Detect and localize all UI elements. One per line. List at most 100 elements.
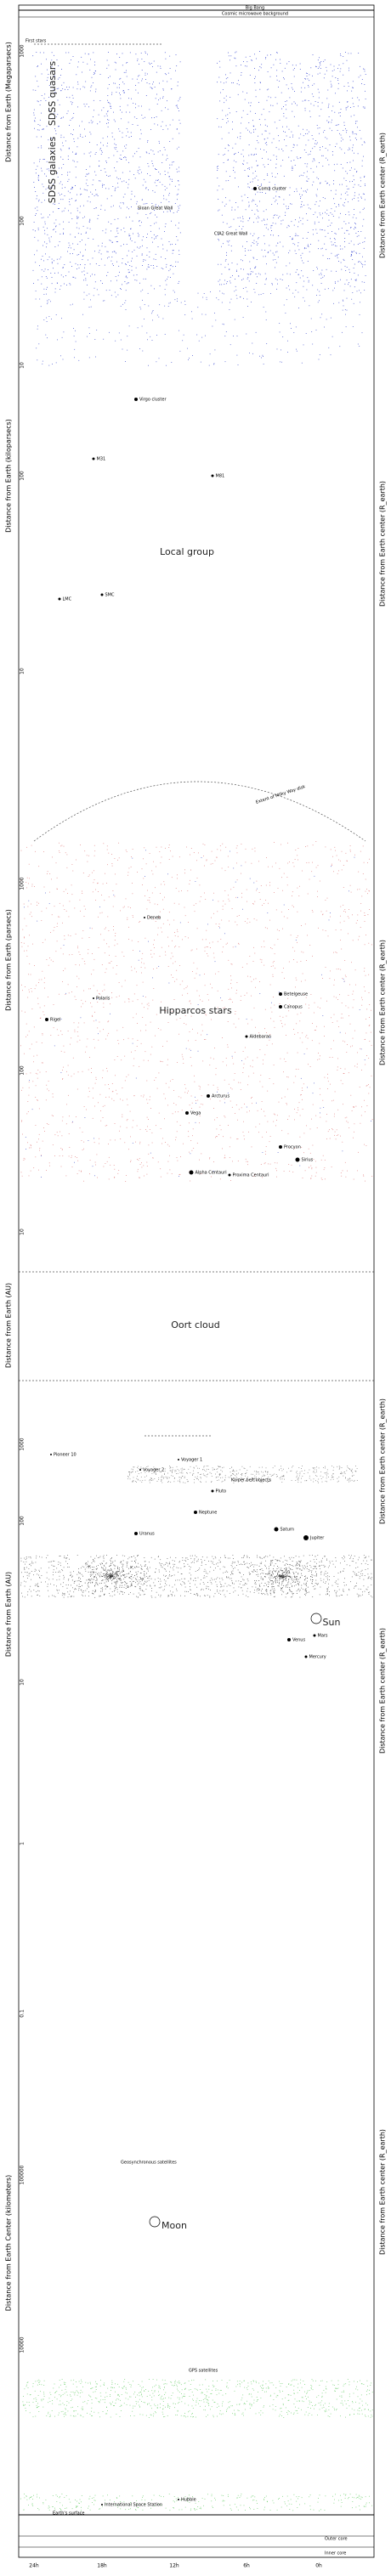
dot xyxy=(202,843,204,845)
dot xyxy=(300,157,302,158)
dot xyxy=(256,1480,258,1482)
dot xyxy=(115,1075,116,1076)
dot xyxy=(174,935,176,936)
dot xyxy=(136,78,138,80)
dot xyxy=(133,1480,134,1481)
dot xyxy=(230,298,232,300)
dot xyxy=(157,124,158,126)
dot xyxy=(170,1470,172,1472)
dot xyxy=(60,1019,62,1020)
dot xyxy=(122,202,124,203)
dot xyxy=(354,192,355,194)
dot xyxy=(97,998,99,999)
dot xyxy=(298,1102,300,1104)
dot xyxy=(314,1468,315,1470)
dot xyxy=(48,316,50,317)
dot xyxy=(218,1466,220,1467)
dot xyxy=(192,1128,194,1130)
dot xyxy=(89,218,91,220)
dot xyxy=(49,110,50,111)
dot xyxy=(337,1134,339,1136)
dot xyxy=(79,964,80,966)
dot xyxy=(244,1468,246,1469)
dot xyxy=(318,359,320,360)
dot xyxy=(156,1481,158,1482)
dot xyxy=(169,178,171,180)
dot xyxy=(330,916,331,918)
dot xyxy=(143,878,144,879)
dot xyxy=(31,916,32,918)
dot xyxy=(118,857,120,859)
dot xyxy=(35,76,37,77)
dot xyxy=(176,168,178,170)
dot xyxy=(107,110,108,112)
dot xyxy=(352,292,354,293)
dot xyxy=(87,273,88,274)
dot xyxy=(354,226,355,228)
dot xyxy=(31,1043,32,1045)
dot xyxy=(281,108,282,110)
dot xyxy=(104,900,105,901)
dot xyxy=(108,52,109,53)
dot xyxy=(322,155,324,156)
dot xyxy=(42,1140,43,1142)
dot xyxy=(164,1472,165,1474)
dot xyxy=(119,57,121,58)
dot xyxy=(55,951,57,952)
dot xyxy=(334,111,336,113)
dot xyxy=(150,225,151,227)
dot xyxy=(55,219,57,221)
dot xyxy=(181,1470,183,1472)
dot xyxy=(307,163,309,165)
dot xyxy=(309,154,311,155)
dot xyxy=(264,243,265,245)
dot xyxy=(281,877,282,878)
dot xyxy=(219,1125,221,1126)
dot xyxy=(215,1477,217,1478)
dot xyxy=(182,994,183,996)
dot xyxy=(264,1475,266,1477)
dot xyxy=(142,1480,144,1481)
dot xyxy=(255,331,257,333)
dot xyxy=(252,235,253,236)
dot xyxy=(219,927,220,929)
dot xyxy=(63,116,64,118)
dot xyxy=(275,155,277,157)
dot xyxy=(256,1473,258,1475)
dot xyxy=(41,1155,42,1156)
dot xyxy=(88,238,89,239)
dot xyxy=(357,1170,358,1172)
dot xyxy=(218,1466,219,1467)
dot xyxy=(118,842,119,844)
dot xyxy=(358,231,359,232)
dot xyxy=(184,301,185,302)
dot xyxy=(157,179,159,181)
dot xyxy=(301,1147,303,1148)
dot xyxy=(60,156,61,158)
dot xyxy=(55,130,56,132)
dot xyxy=(197,292,199,294)
dot xyxy=(322,212,323,214)
dot xyxy=(338,859,339,861)
dot xyxy=(312,343,314,345)
dot xyxy=(276,52,278,53)
dot xyxy=(22,929,24,930)
dot xyxy=(259,993,261,994)
dot xyxy=(322,978,323,979)
dot xyxy=(255,128,257,130)
dot xyxy=(164,289,166,290)
dot xyxy=(238,943,240,945)
dot xyxy=(322,255,324,257)
dot xyxy=(322,276,324,278)
dot xyxy=(249,1466,251,1467)
dot xyxy=(277,283,278,285)
dot xyxy=(63,945,65,946)
dot xyxy=(55,226,56,228)
dot xyxy=(270,225,272,227)
dot xyxy=(324,1036,325,1037)
dot xyxy=(162,80,164,82)
dot xyxy=(261,249,263,251)
dot xyxy=(345,171,347,172)
dot xyxy=(175,1137,177,1138)
dot xyxy=(128,121,129,123)
